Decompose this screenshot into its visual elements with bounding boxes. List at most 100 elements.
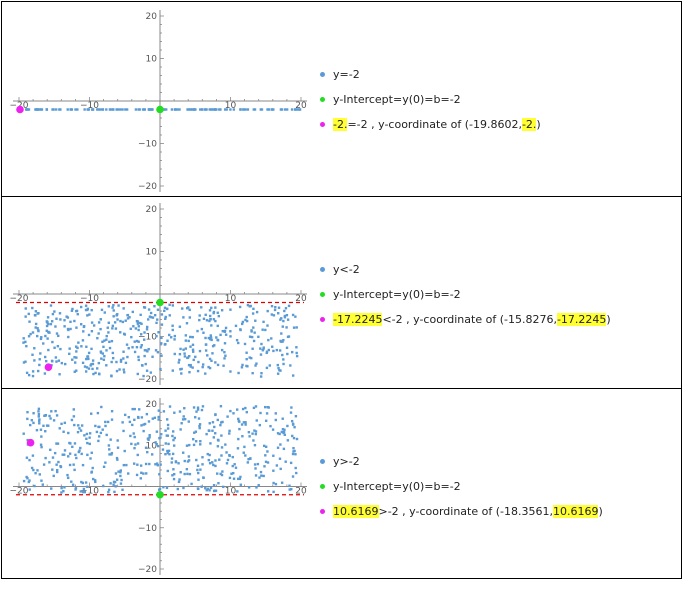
data-point: [178, 478, 181, 481]
data-point: [252, 326, 255, 329]
data-point: [176, 487, 179, 491]
data-point: [27, 373, 31, 377]
data-point: [24, 360, 27, 363]
data-point: [136, 372, 139, 376]
data-point: [252, 406, 256, 410]
data-point: [180, 422, 183, 425]
data-point: [39, 337, 43, 341]
data-point: [51, 312, 55, 316]
data-point: [278, 432, 281, 436]
data-point: [159, 367, 162, 371]
data-point: [68, 352, 71, 356]
data-point: [67, 335, 70, 339]
data-point: [34, 322, 38, 326]
data-point: [171, 434, 174, 438]
data-point: [204, 336, 207, 340]
data-point: [50, 320, 54, 323]
data-point: [52, 419, 56, 422]
y-tick-label: −10: [138, 140, 157, 150]
data-point: [162, 108, 166, 111]
data-point: [198, 426, 201, 430]
data-point: [42, 342, 45, 345]
data-point: [137, 325, 140, 328]
data-point: [239, 483, 243, 486]
data-point: [282, 319, 285, 323]
data-point: [154, 463, 157, 466]
data-point: [275, 348, 279, 352]
data-point: [141, 364, 144, 367]
data-point: [164, 342, 167, 346]
data-point: [70, 108, 74, 111]
data-point: [207, 336, 211, 340]
data-point: [245, 351, 248, 354]
data-point: [237, 417, 240, 421]
data-point: [294, 453, 297, 456]
data-point: [87, 367, 91, 370]
data-point: [214, 361, 217, 364]
data-point: [211, 421, 215, 424]
data-point: [200, 485, 203, 488]
data-point: [80, 480, 83, 484]
data-point: [242, 421, 246, 424]
x-tick-label: 10: [225, 294, 237, 304]
data-point: [162, 410, 166, 413]
data-point: [92, 372, 95, 376]
data-point: [282, 362, 285, 366]
data-point: [75, 456, 78, 460]
data-point: [143, 349, 147, 352]
data-point: [183, 352, 186, 355]
data-point: [155, 321, 158, 325]
data-point: [104, 461, 107, 464]
data-point: [212, 310, 216, 314]
data-point: [115, 478, 119, 481]
data-point: [251, 432, 254, 435]
panel-greater-than: −20 −10 10 20 −20 −10 10 20 y>-2 y-Intercept=y(…: [2, 389, 681, 578]
data-point: [197, 360, 200, 364]
data-point: [281, 427, 285, 431]
data-point: [172, 444, 176, 447]
data-point: [33, 484, 36, 488]
data-point: [98, 425, 101, 429]
data-point: [95, 367, 99, 370]
data-point: [104, 424, 107, 428]
data-point: [295, 346, 298, 349]
data-point: [51, 456, 55, 459]
y-tick-label: 10: [146, 55, 158, 65]
data-point: [76, 346, 79, 350]
data-point: [96, 108, 99, 111]
data-point: [48, 461, 51, 464]
data-point: [102, 358, 106, 361]
data-point: [54, 409, 57, 413]
legend-label-points: y<-2: [333, 263, 360, 276]
data-point: [225, 451, 228, 454]
data-point: [214, 319, 217, 323]
data-point: [290, 108, 294, 111]
data-point: [179, 471, 182, 474]
data-point: [105, 349, 108, 352]
data-point: [107, 305, 111, 308]
data-point: [286, 352, 289, 356]
data-point: [149, 311, 153, 315]
data-point: [275, 464, 279, 467]
data-point: [142, 374, 145, 378]
data-point: [191, 343, 195, 347]
data-point: [84, 370, 88, 373]
data-point: [112, 108, 115, 111]
data-point: [261, 328, 264, 331]
data-point: [38, 419, 41, 423]
data-point: [241, 435, 244, 438]
data-point: [140, 343, 143, 347]
data-point: [184, 339, 188, 342]
data-point: [90, 470, 94, 473]
data-point: [127, 472, 130, 475]
data-point: [198, 423, 202, 426]
data-point: [71, 445, 74, 449]
data-point: [204, 108, 207, 111]
data-point: [220, 434, 223, 437]
data-point: [289, 461, 293, 465]
data-point: [259, 375, 263, 378]
data-point: [133, 418, 136, 422]
x-tick-label: 10: [225, 487, 237, 497]
data-point: [76, 313, 79, 316]
data-point: [263, 465, 266, 468]
